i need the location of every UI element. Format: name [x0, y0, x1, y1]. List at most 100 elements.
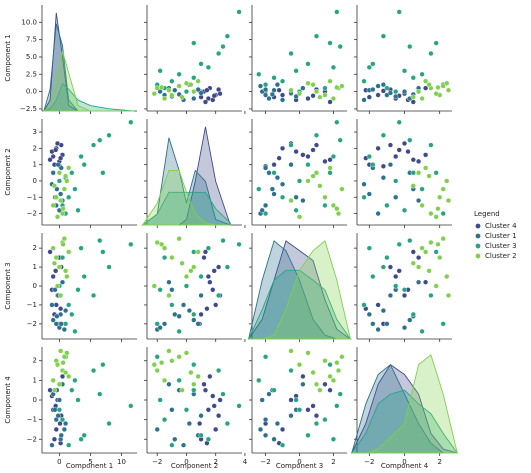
scatter-point [191, 264, 197, 270]
scatter-point [60, 360, 66, 366]
scatter-point [440, 321, 446, 327]
scatter-point [198, 413, 204, 419]
scatter-point [53, 147, 59, 153]
scatter-point [296, 407, 303, 413]
scatter-point [279, 426, 286, 433]
scatter-point [224, 33, 230, 39]
legend-title: Legend [474, 210, 500, 218]
y-tick-label: −2.5 [20, 105, 37, 113]
scatter-point [440, 83, 446, 89]
scatter-point [330, 64, 337, 70]
scatter-point [49, 442, 55, 448]
scatter-point [288, 142, 294, 148]
scatter-point [440, 186, 446, 192]
scatter-point [380, 163, 386, 169]
scatter-point [380, 264, 386, 270]
scatter-point [433, 170, 439, 176]
scatter-point [271, 436, 277, 442]
scatter-point [62, 308, 69, 314]
scatter-point [423, 78, 429, 84]
scatter-point [293, 397, 299, 403]
scatter-point [78, 436, 84, 442]
scatter-point [410, 260, 416, 266]
scatter-point [224, 264, 230, 270]
scatter-point [66, 194, 72, 200]
scatter-point [188, 369, 194, 376]
scatter-point [161, 321, 168, 327]
scatter-point [271, 170, 277, 176]
scatter-point [370, 61, 376, 67]
scatter-point [151, 362, 157, 368]
scatter-point [52, 407, 58, 413]
scatter-point [211, 268, 217, 274]
scatter-point [216, 367, 222, 374]
scatter-point [327, 99, 333, 105]
scatter-point [279, 78, 286, 84]
scatter-point [50, 317, 56, 323]
scatter-point [396, 119, 402, 125]
scatter-point [183, 80, 190, 86]
scatter-point [183, 407, 190, 413]
scatter-point [370, 162, 376, 168]
scatter-point [176, 377, 182, 383]
scatter-point [401, 325, 408, 331]
scatter-point [410, 157, 416, 163]
scatter-point [78, 153, 84, 160]
scatter-point [159, 84, 165, 91]
scatter-point [435, 241, 441, 247]
y-tick-label: 0 [33, 396, 37, 404]
scatter-point [279, 92, 286, 98]
scatter-point [47, 157, 53, 163]
scatter-point [322, 92, 328, 98]
scatter-point [288, 397, 294, 403]
scatter-point [322, 194, 328, 200]
scatter-point [380, 88, 386, 94]
scatter-point [384, 202, 390, 209]
scatter-point [396, 9, 402, 15]
scatter-point [262, 86, 269, 93]
scatter-point [300, 152, 306, 158]
scatter-point [172, 311, 178, 317]
scatter-point [288, 413, 294, 419]
x-tick-label: −2 [364, 458, 374, 466]
scatter-point [423, 249, 429, 255]
scatter-point [361, 302, 367, 308]
scatter-point [327, 362, 333, 368]
scatter-point [407, 137, 413, 143]
scatter-point [410, 75, 416, 81]
scatter-point [310, 147, 316, 153]
scatter-point [128, 403, 134, 409]
scatter-point [437, 255, 443, 261]
scatter-point [257, 83, 264, 89]
scatter-point [59, 210, 66, 217]
scatter-point [191, 89, 197, 95]
scatter-point [198, 432, 204, 438]
scatter-point [393, 283, 399, 289]
scatter-point [428, 50, 434, 57]
scatter-point [207, 279, 213, 285]
scatter-point [154, 426, 160, 433]
scatter-point [191, 311, 197, 317]
scatter-point [205, 436, 211, 442]
scatter-point [161, 377, 168, 383]
y-tick-label: 1 [33, 263, 37, 271]
scatter-point [151, 283, 157, 289]
scatter-point [335, 367, 342, 374]
scatter-point [300, 197, 306, 204]
kde-area [351, 354, 458, 454]
scatter-point [216, 50, 222, 57]
y-tick-label: 2.5 [26, 70, 37, 78]
scatter-point [433, 249, 439, 255]
scatter-point [375, 145, 381, 151]
scatter-point [59, 417, 66, 423]
scatter-point [375, 302, 381, 308]
scatter-point [327, 40, 333, 46]
scatter-point [415, 255, 422, 261]
scatter-point [339, 83, 345, 89]
scatter-point [198, 311, 204, 317]
kde-area [350, 389, 459, 454]
scatter-point [54, 214, 61, 220]
scatter-point [300, 373, 306, 380]
scatter-point [179, 94, 185, 100]
kde-area [141, 170, 231, 226]
